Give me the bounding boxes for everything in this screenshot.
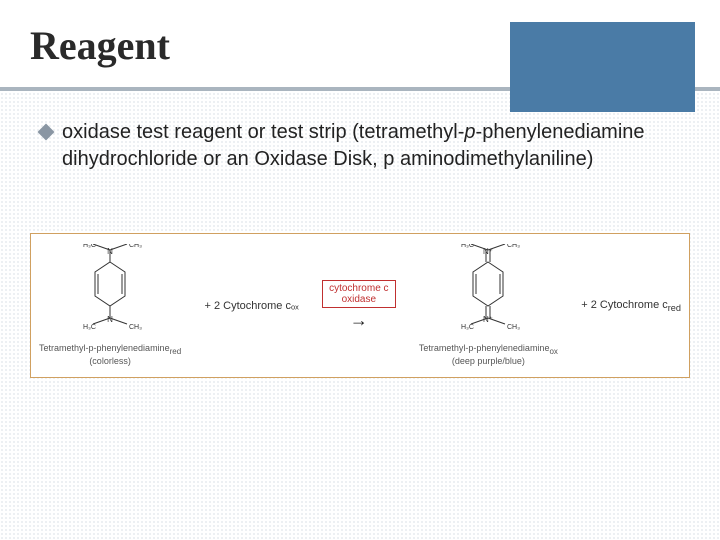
svg-text:CH₃: CH₃	[507, 244, 520, 249]
enzyme-label: cytochrome c oxidase	[322, 280, 395, 308]
svg-text:CH₃: CH₃	[507, 324, 520, 331]
svg-text:N: N	[107, 247, 113, 256]
molecule-oxidized-svg: N⁺ N⁺ H₃C CH₃ H₃C CH₃	[443, 244, 533, 339]
plus-cytochrome-red: + 2 Cytochrome cred	[581, 299, 681, 313]
reaction-diagram: N N H₃C CH₃ H₃C CH₃ Tetramethyl-p-phenyl…	[30, 233, 690, 378]
molecule-reduced-svg: N N H₃C CH₃ H₃C CH₃	[65, 244, 155, 339]
molecule-oxidized: N⁺ N⁺ H₃C CH₃ H₃C CH₃ Tetramethyl-p-phen…	[419, 244, 558, 367]
arrow-icon: →	[350, 310, 368, 331]
plus-cytochrome-ox: + 2 Cytochrome cₒₓ	[204, 300, 298, 312]
accent-block	[510, 22, 695, 112]
diamond-bullet-icon	[38, 124, 55, 141]
left-caption: Tetramethyl-p-phenylenediaminered (color…	[39, 343, 181, 367]
svg-text:N⁺: N⁺	[483, 315, 493, 324]
svg-text:H₃C: H₃C	[461, 324, 474, 331]
enzyme-arrow: cytochrome c oxidase →	[322, 280, 395, 331]
bullet-row: oxidase test reagent or test strip (tetr…	[40, 119, 680, 173]
body-text: oxidase test reagent or test strip (tetr…	[62, 119, 680, 173]
svg-text:CH₃: CH₃	[129, 324, 142, 331]
text-prefix: oxidase test reagent or test strip (tetr…	[62, 121, 464, 143]
svg-text:N: N	[107, 315, 113, 324]
right-caption: Tetramethyl-p-phenylenediamineox (deep p…	[419, 343, 558, 367]
svg-text:H₃C: H₃C	[83, 324, 96, 331]
svg-text:N⁺: N⁺	[483, 247, 493, 256]
svg-text:CH₃: CH₃	[129, 244, 142, 249]
svg-text:H₃C: H₃C	[461, 244, 474, 249]
text-ital: p	[464, 121, 475, 143]
svg-text:H₃C: H₃C	[83, 244, 96, 249]
molecule-reduced: N N H₃C CH₃ H₃C CH₃ Tetramethyl-p-phenyl…	[39, 244, 181, 367]
